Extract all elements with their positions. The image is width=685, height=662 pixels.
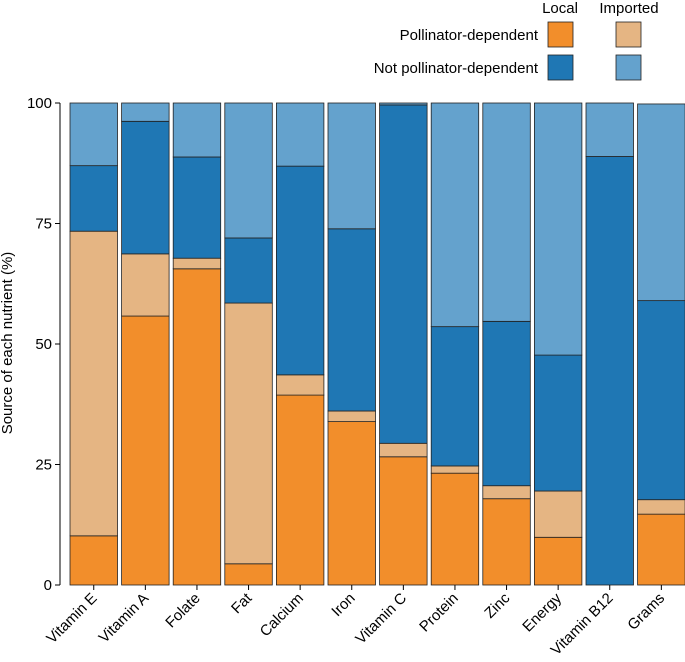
bar-segment: [327, 228, 376, 412]
bar-segment: [224, 237, 273, 304]
bar-segment: [637, 499, 685, 515]
bar-segment: [275, 102, 325, 167]
y-tick-label: 25: [35, 457, 52, 474]
bar-segment: [534, 536, 583, 586]
bar-segment: [172, 268, 222, 586]
bar-segment: [327, 410, 376, 423]
bar-segment: [121, 102, 170, 122]
bar-segment: [172, 257, 222, 270]
y-tick-label: 75: [35, 216, 52, 233]
bar-segment: [224, 302, 273, 565]
bar-segment: [482, 102, 531, 322]
bar-segment: [430, 472, 480, 586]
x-tick-label: Fat: [228, 589, 256, 617]
legend-swatch-local-pollinator: [547, 21, 574, 48]
bar-segment: [69, 535, 118, 586]
bar-segment: [379, 442, 428, 458]
x-tick-label: Vitamin A: [96, 590, 153, 647]
bar-segment: [69, 230, 118, 537]
bar-segment: [482, 320, 531, 487]
x-tick-label: Vitamin C: [352, 590, 410, 648]
bar-segment: [379, 456, 428, 586]
bar-segment: [534, 354, 583, 492]
bar-segment: [637, 300, 685, 501]
bars: [69, 102, 685, 586]
x-tick-label: Folate: [162, 590, 204, 632]
y-axis-label: Source of each nutrient (%): [0, 252, 16, 435]
legend: Local Imported Pollinator-dependent Not …: [374, 0, 659, 81]
x-tick-label: Calcium: [257, 590, 307, 640]
y-tick-label: 0: [44, 577, 52, 594]
bar-segment: [121, 253, 170, 317]
bar-segment: [327, 421, 376, 586]
bar-segment: [637, 513, 685, 586]
bar-segment: [430, 326, 480, 467]
x-tick-label: Energy: [519, 589, 565, 635]
bar-segment: [69, 102, 118, 167]
bar-segment: [534, 102, 583, 356]
legend-col-local: Local: [542, 0, 578, 17]
legend-row-not-pollinator: Not pollinator-dependent: [374, 60, 539, 77]
bar-segment: [172, 156, 222, 259]
bar-segment: [585, 102, 634, 157]
bar-segment: [327, 102, 376, 230]
legend-swatch-local-not-pollinator: [547, 54, 574, 81]
bar-segment: [275, 394, 325, 586]
bar-segment: [482, 485, 531, 500]
legend-swatch-imported-not-pollinator: [615, 54, 642, 81]
bar-segment: [482, 498, 531, 586]
bar-segment: [637, 103, 685, 302]
x-tick-label: Zinc: [481, 589, 513, 621]
y-axis: 0 25 50 75 100: [27, 95, 61, 594]
bar-segment: [585, 156, 634, 586]
bar-segment: [172, 102, 222, 158]
bar-segment: [69, 165, 118, 232]
bar-segment: [121, 120, 170, 255]
x-tick-label: Grams: [624, 590, 668, 634]
bar-segment: [430, 465, 480, 474]
bar-segment: [430, 102, 480, 328]
bar-segment: [275, 165, 325, 376]
x-tick-label: Iron: [328, 590, 358, 620]
bar-segment: [224, 563, 273, 586]
legend-row-pollinator: Pollinator-dependent: [400, 27, 539, 44]
legend-swatch-imported-pollinator: [615, 21, 642, 48]
legend-col-imported: Imported: [599, 0, 658, 17]
y-tick-label: 50: [35, 336, 52, 353]
x-tick-label: Protein: [416, 590, 462, 636]
bar-segment: [224, 102, 273, 239]
bar-segment: [534, 490, 583, 538]
bar-segment: [379, 102, 428, 106]
bar-segment: [379, 104, 428, 444]
bar-segment: [121, 315, 170, 586]
y-tick-label: 100: [27, 95, 52, 112]
x-tick-label: Vitamin E: [43, 590, 100, 647]
bar-segment: [275, 374, 325, 396]
